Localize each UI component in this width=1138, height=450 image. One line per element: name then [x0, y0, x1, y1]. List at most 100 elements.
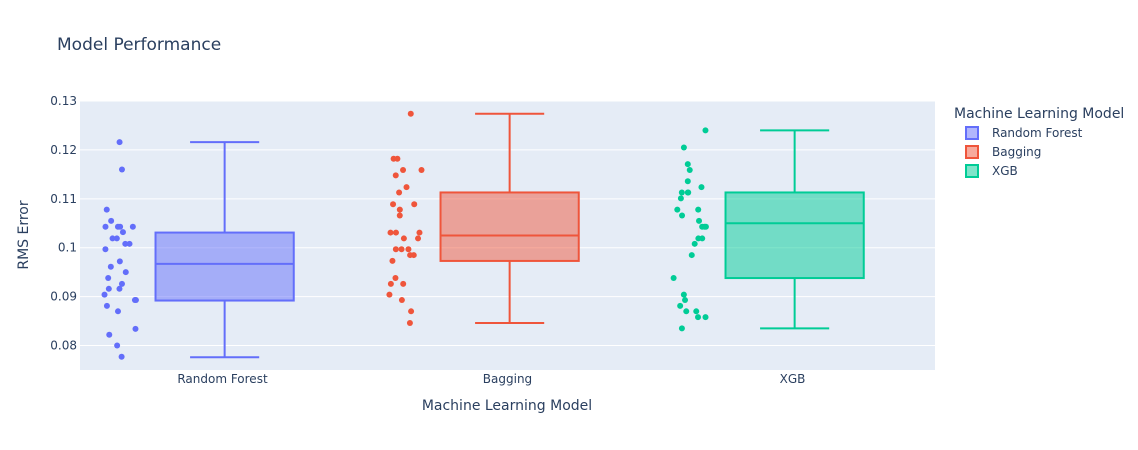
data-point: [411, 201, 418, 208]
data-point: [396, 189, 403, 196]
data-point: [677, 302, 684, 309]
box-traces: [101, 110, 865, 360]
data-point: [106, 331, 113, 338]
data-point: [684, 178, 691, 185]
data-point: [684, 189, 691, 196]
data-point: [101, 291, 108, 298]
data-point: [403, 184, 410, 191]
y-axis-title: RMS Error: [16, 200, 32, 270]
iqr-box: [154, 231, 295, 302]
data-point: [107, 263, 114, 270]
legend-swatch: [965, 145, 979, 159]
data-point: [117, 223, 124, 230]
data-point: [701, 223, 708, 230]
data-point: [696, 217, 703, 224]
box-trace: [386, 110, 580, 327]
data-point: [400, 280, 407, 287]
data-point: [387, 229, 394, 236]
data-point: [105, 275, 112, 282]
data-point: [695, 314, 702, 321]
legend-label: Random Forest: [992, 126, 1083, 140]
data-point: [116, 139, 123, 146]
box-trace: [101, 139, 295, 360]
data-point: [695, 235, 702, 242]
data-point: [702, 314, 709, 321]
legend-item[interactable]: XGB: [965, 164, 1018, 178]
data-point: [103, 206, 110, 213]
data-point: [132, 297, 139, 304]
data-point: [390, 201, 397, 208]
data-point: [691, 240, 698, 247]
x-axis-ticks: Random Forest Bagging XGB: [177, 372, 805, 386]
legend: Machine Learning Model Random Forest Bagg…: [954, 106, 1124, 178]
data-point: [415, 235, 422, 242]
legend-title: Machine Learning Model: [954, 106, 1124, 122]
data-point: [102, 223, 109, 230]
data-point: [400, 166, 407, 173]
data-point: [674, 206, 681, 213]
data-point: [102, 246, 109, 253]
data-point: [407, 252, 414, 259]
x-tick-label: Random Forest: [177, 372, 268, 386]
data-point: [679, 212, 686, 219]
data-point: [678, 325, 685, 332]
y-tick-label: 0.13: [50, 94, 77, 108]
data-point: [406, 320, 413, 327]
data-point: [116, 258, 123, 265]
x-tick-label: Bagging: [483, 372, 532, 386]
legend-swatch: [965, 126, 979, 140]
data-point: [702, 127, 709, 134]
iqr-box: [724, 191, 865, 280]
data-point: [113, 235, 120, 242]
legend-item[interactable]: Bagging: [965, 145, 1041, 159]
data-point: [116, 285, 123, 292]
data-point: [122, 269, 129, 276]
y-tick-label: 0.09: [50, 290, 77, 304]
data-point: [132, 325, 139, 332]
data-point: [686, 166, 693, 173]
data-point: [118, 166, 125, 173]
data-point: [103, 302, 110, 309]
x-axis-title: Machine Learning Model: [422, 398, 592, 414]
data-point: [418, 166, 425, 173]
y-tick-label: 0.11: [50, 192, 77, 206]
legend-item[interactable]: Random Forest: [965, 126, 1083, 140]
data-point: [386, 291, 393, 298]
data-point: [108, 217, 115, 224]
data-point: [680, 144, 687, 151]
data-point: [670, 275, 677, 282]
y-tick-label: 0.08: [50, 339, 77, 353]
data-point: [684, 161, 691, 168]
data-point: [105, 285, 112, 292]
data-point: [126, 240, 133, 247]
data-point: [683, 308, 690, 315]
data-point: [405, 246, 412, 253]
y-axis-ticks: 0.08 0.09 0.1 0.11 0.12 0.13: [50, 94, 77, 353]
data-point: [680, 291, 687, 298]
data-point: [400, 235, 407, 242]
legend-swatch: [965, 164, 979, 178]
data-point: [392, 229, 399, 236]
data-point: [389, 257, 396, 264]
data-point: [119, 229, 126, 236]
data-point: [390, 155, 397, 162]
data-point: [396, 212, 403, 219]
data-point: [122, 240, 129, 247]
data-point: [114, 342, 121, 349]
data-point: [688, 252, 695, 259]
data-point: [416, 229, 423, 236]
data-point: [396, 206, 403, 213]
data-point: [114, 308, 121, 315]
y-tick-label: 0.12: [50, 143, 77, 157]
y-tick-label: 0.1: [58, 241, 77, 255]
data-point: [118, 353, 125, 360]
data-point: [693, 308, 700, 315]
data-point: [398, 297, 405, 304]
data-point: [392, 275, 399, 282]
data-point: [678, 189, 685, 196]
iqr-box: [439, 191, 580, 262]
data-point: [695, 206, 702, 213]
data-point: [387, 280, 394, 287]
data-point: [392, 246, 399, 253]
